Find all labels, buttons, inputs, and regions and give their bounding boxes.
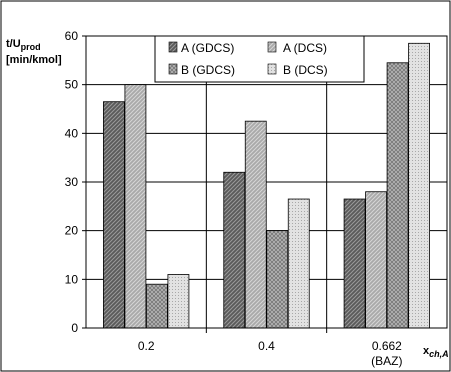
x-axis-ticks: 0.2 0.4 0.662(BAZ) [138, 339, 403, 368]
y-axis-title-main: t/U [6, 38, 21, 50]
bars [103, 42, 430, 329]
x-axis-title-sub: ch,A [429, 349, 449, 359]
bar-b-gdcs-2 [266, 230, 289, 329]
bar-a-gdcs-2 [223, 171, 246, 329]
bar-b-gdcs-3 [386, 62, 409, 329]
bar-a-dcs-1 [124, 84, 147, 329]
x-tick-label-3: 0.662 [372, 339, 402, 353]
legend: A (GDCS) A (DCS) B (GDCS) B (DCS) [154, 35, 365, 83]
legend-swatch-a-dcs [267, 41, 277, 53]
y-axis-title: t/Uprod [6, 38, 41, 52]
y-tick-label-10: 10 [65, 272, 79, 286]
legend-label-a-dcs: A (DCS) [283, 41, 327, 55]
x-tick-label-1: 0.2 [138, 339, 155, 353]
legend-label-b-gdcs: B (GDCS) [181, 63, 235, 77]
y-tick-label-60: 60 [65, 29, 79, 43]
bar-b-dcs-1 [167, 274, 190, 329]
x-tick-label-2: 0.4 [258, 339, 275, 353]
legend-box [154, 35, 365, 83]
y-tick-label-30: 30 [65, 175, 79, 189]
bar-b-dcs-3 [408, 42, 430, 329]
bar-a-dcs-2 [244, 120, 267, 329]
x-tick-label-3-line2: (BAZ) [371, 354, 402, 368]
y-axis-unit: [min/kmol] [6, 54, 62, 66]
y-tick-label-0: 0 [71, 321, 78, 335]
bar-b-gdcs-1 [146, 283, 168, 329]
y-axis-ticks: 0 10 20 30 40 50 60 [65, 29, 86, 335]
bar-a-gdcs-1 [103, 101, 125, 329]
bar-a-dcs-3 [365, 191, 387, 329]
x-axis-title-main: x [423, 345, 430, 357]
legend-swatch-b-gdcs [168, 63, 178, 75]
x-axis-title: xch,A [423, 345, 449, 359]
legend-swatch-a-gdcs [168, 41, 178, 53]
bar-b-dcs-2 [287, 198, 310, 329]
y-tick-label-20: 20 [65, 224, 79, 238]
y-axis-title-sub: prod [21, 42, 41, 52]
legend-label-b-dcs: B (DCS) [283, 63, 328, 77]
legend-swatch-b-dcs [267, 63, 277, 75]
y-tick-label-50: 50 [65, 78, 79, 92]
legend-label-a-gdcs: A (GDCS) [181, 41, 234, 55]
y-tick-label-40: 40 [65, 126, 79, 140]
bar-a-gdcs-3 [343, 198, 366, 329]
